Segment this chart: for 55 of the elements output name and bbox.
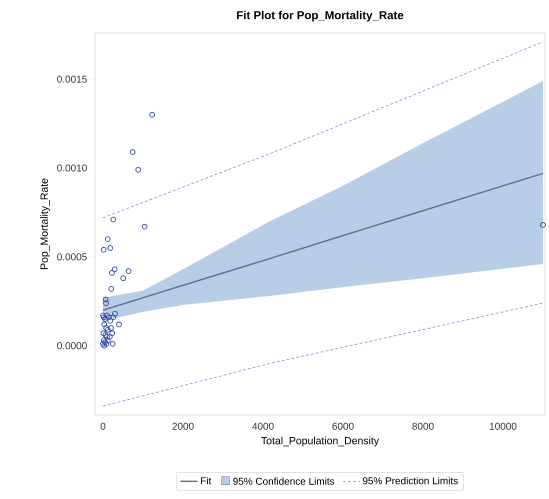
point bbox=[110, 314, 116, 320]
x-axis-title: Total_Population_Density bbox=[261, 436, 379, 446]
point bbox=[102, 316, 108, 322]
point bbox=[100, 246, 107, 253]
point bbox=[110, 341, 116, 347]
point bbox=[116, 322, 122, 328]
point bbox=[101, 322, 108, 328]
point bbox=[126, 268, 132, 274]
point bbox=[149, 112, 156, 118]
point bbox=[540, 222, 546, 228]
point bbox=[101, 342, 108, 349]
x-tick-label: 10000 bbox=[490, 422, 516, 430]
point bbox=[135, 166, 142, 173]
point bbox=[120, 275, 126, 282]
text: 95% Confidence Limits bbox=[233, 477, 334, 485]
point bbox=[130, 149, 136, 155]
x-tick-label: 4000 bbox=[252, 422, 274, 430]
point bbox=[108, 325, 114, 331]
point bbox=[103, 300, 109, 306]
point bbox=[109, 330, 116, 336]
y-tick-label: 0.0005 bbox=[57, 253, 87, 260]
point bbox=[104, 334, 110, 340]
point bbox=[104, 312, 110, 318]
point bbox=[107, 245, 114, 251]
point bbox=[100, 341, 106, 347]
point bbox=[103, 341, 110, 347]
x-tick-label: 8000 bbox=[412, 422, 434, 430]
point bbox=[104, 236, 111, 242]
y-axis-title: Pop_Mortality_Rate bbox=[40, 178, 50, 270]
point bbox=[104, 338, 111, 344]
x-tick-label: 0 bbox=[100, 422, 106, 430]
y-tick-label: 0.0000 bbox=[57, 342, 87, 350]
point bbox=[109, 270, 115, 276]
y-tick-label: 0.0015 bbox=[57, 76, 87, 83]
chart-title: Fit Plot for Pop_Mortality_Rate bbox=[237, 10, 404, 22]
legend-label: Fit bbox=[201, 476, 212, 484]
point bbox=[100, 330, 106, 336]
point bbox=[104, 326, 111, 333]
point bbox=[112, 266, 118, 272]
line-series bbox=[102, 172, 544, 311]
y-tick-label: 0.0010 bbox=[57, 164, 87, 172]
point bbox=[103, 325, 110, 331]
point bbox=[100, 312, 106, 318]
point bbox=[142, 224, 148, 230]
point bbox=[100, 314, 107, 320]
legend-label: 95% Prediction Limits bbox=[362, 476, 458, 484]
x-tick-label: 6000 bbox=[332, 422, 354, 430]
point bbox=[108, 286, 114, 292]
x-tick-label: 2000 bbox=[172, 422, 194, 430]
point bbox=[106, 334, 113, 340]
point bbox=[102, 296, 109, 302]
point bbox=[107, 318, 114, 324]
point bbox=[112, 310, 118, 317]
point bbox=[106, 314, 112, 320]
point bbox=[110, 216, 116, 222]
